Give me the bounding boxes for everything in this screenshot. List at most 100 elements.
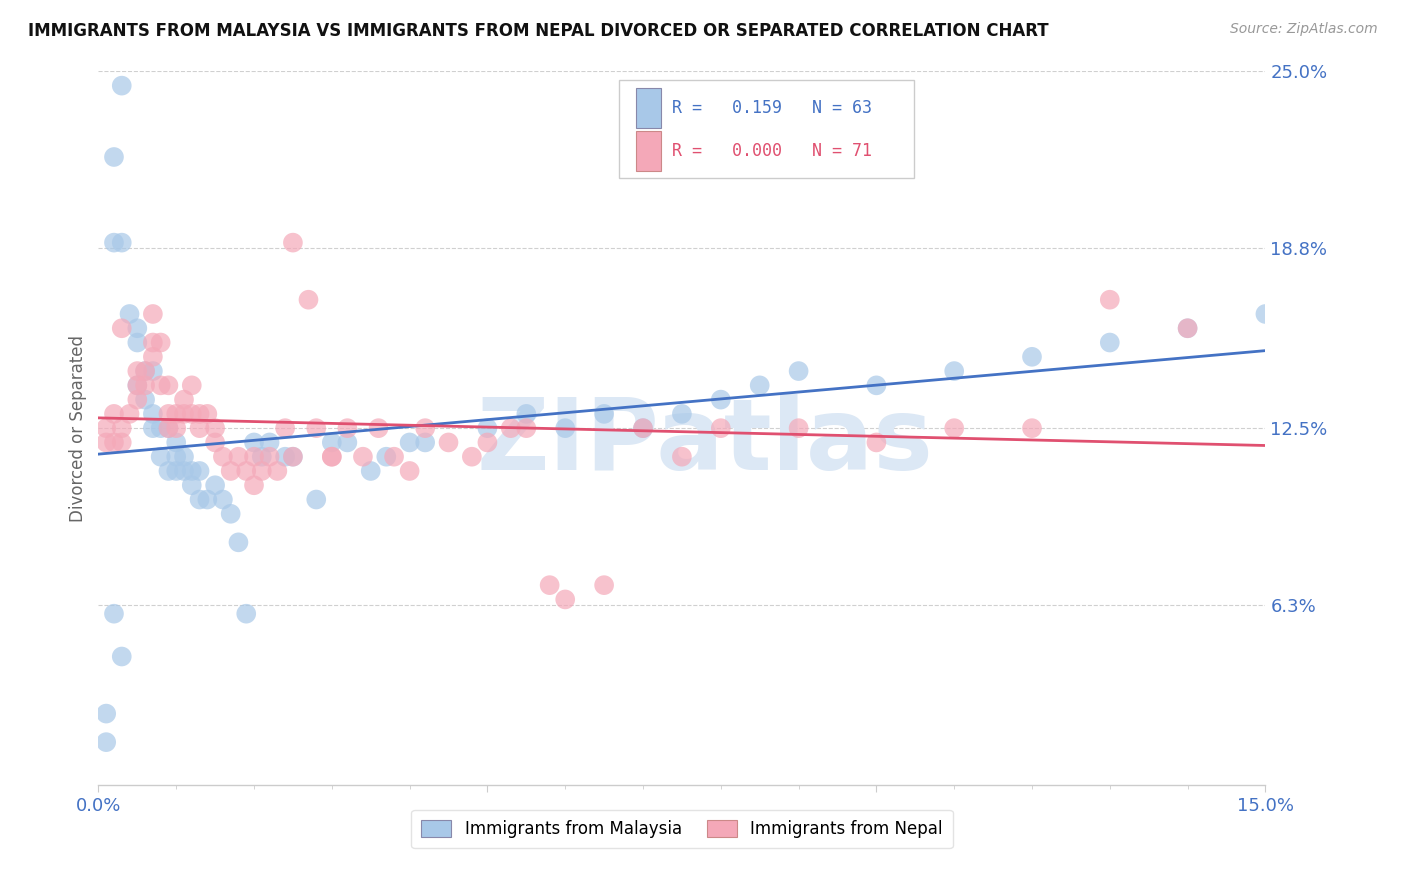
Point	[165, 450, 187, 464]
Point	[173, 464, 195, 478]
Point	[157, 378, 180, 392]
Point	[127, 335, 149, 350]
Point	[219, 464, 242, 478]
Point	[787, 364, 810, 378]
Point	[165, 421, 187, 435]
Point	[554, 592, 576, 607]
Text: R =   0.159   N = 63: R = 0.159 N = 63	[672, 99, 872, 117]
Point	[127, 392, 149, 407]
Point	[554, 421, 576, 435]
Point	[243, 478, 266, 492]
Text: R =   0.000   N = 71: R = 0.000 N = 71	[672, 142, 872, 160]
Point	[352, 450, 374, 464]
Point	[710, 421, 733, 435]
Point	[173, 450, 195, 464]
Point	[118, 407, 141, 421]
Point	[1098, 335, 1121, 350]
Point	[127, 378, 149, 392]
Point	[461, 450, 484, 464]
Point	[212, 450, 235, 464]
Point	[204, 478, 226, 492]
Point	[243, 435, 266, 450]
Point	[235, 464, 257, 478]
Y-axis label: Divorced or Separated: Divorced or Separated	[69, 334, 87, 522]
Point	[477, 435, 499, 450]
Point	[142, 335, 165, 350]
Point	[1177, 321, 1199, 335]
Point	[515, 407, 537, 421]
Point	[142, 350, 165, 364]
Point	[274, 450, 297, 464]
Point	[149, 378, 172, 392]
Point	[228, 535, 250, 549]
Point	[149, 421, 172, 435]
Point	[96, 435, 118, 450]
Point	[188, 492, 211, 507]
Point	[281, 235, 304, 250]
Point	[195, 492, 218, 507]
Point	[204, 435, 226, 450]
Text: ZIPatlas: ZIPatlas	[477, 394, 934, 491]
Point	[134, 364, 156, 378]
Point	[157, 464, 180, 478]
Point	[398, 435, 420, 450]
Point	[1021, 421, 1043, 435]
Point	[157, 407, 180, 421]
Point	[142, 407, 165, 421]
Point	[165, 464, 187, 478]
Point	[336, 421, 359, 435]
Point	[204, 421, 226, 435]
Point	[157, 421, 180, 435]
Point	[710, 392, 733, 407]
Point	[1254, 307, 1277, 321]
Point	[180, 378, 202, 392]
Point	[228, 450, 250, 464]
Point	[219, 507, 242, 521]
Point	[413, 435, 436, 450]
Point	[111, 321, 134, 335]
Point	[235, 607, 257, 621]
Point	[118, 307, 141, 321]
Point	[103, 407, 125, 421]
Point	[1177, 321, 1199, 335]
Point	[375, 450, 398, 464]
Point	[142, 307, 165, 321]
Point	[173, 392, 195, 407]
Point	[180, 464, 202, 478]
Point	[103, 435, 125, 450]
Point	[413, 421, 436, 435]
Point	[111, 235, 134, 250]
Point	[321, 450, 343, 464]
Point	[212, 492, 235, 507]
Point	[1021, 350, 1043, 364]
Point	[865, 435, 887, 450]
Point	[787, 421, 810, 435]
Point	[96, 735, 118, 749]
Point	[367, 421, 389, 435]
Point	[266, 464, 288, 478]
Point	[437, 435, 460, 450]
Point	[250, 450, 273, 464]
Point	[165, 435, 187, 450]
Point	[134, 364, 156, 378]
Point	[180, 407, 202, 421]
Point	[281, 450, 304, 464]
Point	[127, 364, 149, 378]
Point	[360, 464, 382, 478]
Point	[111, 78, 134, 93]
Point	[127, 378, 149, 392]
Point	[274, 421, 297, 435]
Point	[305, 421, 328, 435]
Legend: Immigrants from Malaysia, Immigrants from Nepal: Immigrants from Malaysia, Immigrants fro…	[412, 810, 952, 848]
Point	[336, 435, 359, 450]
Point	[943, 421, 966, 435]
Point	[321, 435, 343, 450]
Point	[259, 435, 281, 450]
Point	[142, 364, 165, 378]
Point	[398, 464, 420, 478]
Point	[382, 450, 405, 464]
Point	[195, 407, 218, 421]
Point	[297, 293, 319, 307]
Point	[127, 321, 149, 335]
Point	[165, 407, 187, 421]
